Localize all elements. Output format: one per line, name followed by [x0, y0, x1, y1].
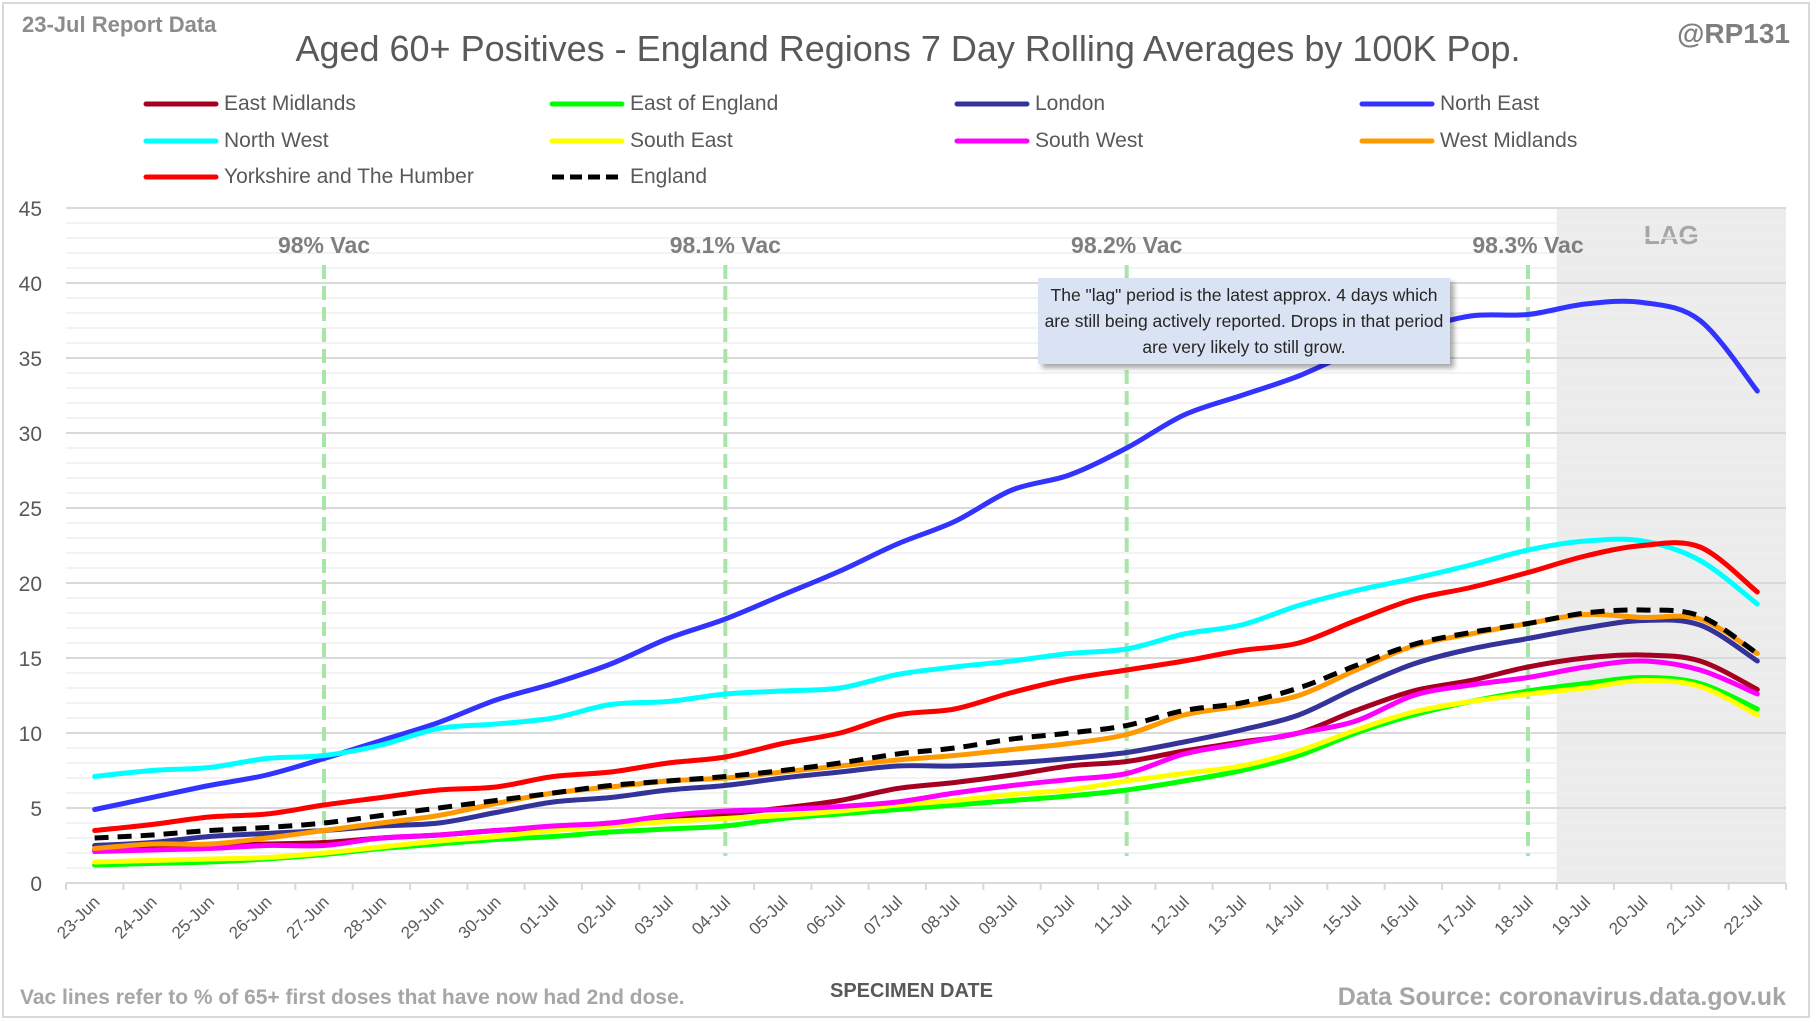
x-tick-label: 19-Jul — [1548, 892, 1594, 938]
x-tick-label: 26-Jun — [225, 892, 275, 942]
x-tick-label: 13-Jul — [1204, 892, 1250, 938]
legend-label: South West — [1035, 129, 1144, 152]
legend-label: Yorkshire and The Humber — [224, 165, 474, 188]
series-line-west-midlands — [92, 611, 1760, 851]
x-tick-label: 16-Jul — [1376, 892, 1422, 938]
y-tick-label: 35 — [19, 348, 42, 371]
legend-label: East of England — [630, 92, 779, 115]
legend-item: North East — [1358, 92, 1539, 116]
legend-label: North West — [224, 129, 329, 152]
chart-title: Aged 60+ Positives - England Regions 7 D… — [295, 28, 1521, 69]
lag-note-box: The "lag" period is the latest approx. 4… — [1038, 278, 1450, 364]
x-tick-label: 05-Jul — [745, 892, 791, 938]
x-tick-label: 18-Jul — [1491, 892, 1537, 938]
y-tick-label: 10 — [19, 723, 42, 746]
y-tick-label: 40 — [19, 273, 42, 296]
x-tick-label: 10-Jul — [1032, 892, 1078, 938]
vac-label: 98.1% Vac — [670, 232, 781, 258]
data-source: Data Source: coronavirus.data.gov.uk — [1337, 983, 1786, 1011]
series-line-north-east — [92, 298, 1760, 812]
vac-label: 98.2% Vac — [1071, 232, 1182, 258]
legend-item: North West — [142, 129, 329, 153]
x-tick-label: 17-Jul — [1433, 892, 1479, 938]
series-line-yorkshire-and-the-humber — [92, 540, 1760, 833]
x-tick-label: 01-Jul — [516, 892, 562, 938]
legend-label: London — [1035, 92, 1106, 115]
x-tick-label: 23-Jun — [53, 892, 103, 942]
legend-item: South West — [953, 129, 1143, 153]
x-tick-label: 15-Jul — [1319, 892, 1365, 938]
legend-item: England — [548, 165, 707, 189]
legend-swatch-icon — [954, 138, 1030, 144]
legend-label: East Midlands — [224, 92, 356, 115]
x-tick-label: 30-Jun — [455, 892, 505, 942]
x-tick-label: 11-Jul — [1090, 892, 1135, 937]
legend-label: England — [630, 165, 708, 188]
x-tick-label: 06-Jul — [803, 892, 849, 938]
x-tick-label: 27-Jun — [283, 892, 333, 942]
y-tick-label: 45 — [19, 198, 42, 221]
series-line-south-east — [92, 677, 1760, 865]
series-line-north-west — [92, 536, 1760, 779]
legend-item: East Midlands — [142, 92, 356, 116]
report-date: 23-Jul Report Data — [22, 12, 217, 37]
x-tick-label: 20-Jul — [1605, 892, 1651, 938]
legend-swatch-icon — [1359, 138, 1435, 144]
legend-label: South East — [630, 129, 733, 152]
legend-swatch-icon — [549, 101, 625, 107]
x-tick-label: 21-Jul — [1663, 892, 1709, 938]
x-tick-label: 14-Jul — [1261, 892, 1307, 938]
legend-swatch-icon — [954, 101, 1030, 107]
y-tick-label: 0 — [30, 873, 42, 896]
x-axis-title: SPECIMEN DATE — [830, 980, 993, 1002]
legend-swatch-icon — [143, 101, 219, 107]
y-tick-label: 15 — [19, 648, 42, 671]
legend-swatch-icon — [549, 138, 625, 144]
x-tick-label: 07-Jul — [860, 892, 906, 938]
legend-swatch-icon — [552, 174, 622, 180]
series-line-south-west — [92, 658, 1760, 854]
x-tick-label: 02-Jul — [573, 892, 619, 938]
legend-label: North East — [1440, 92, 1540, 115]
legend-item: West Midlands — [1358, 129, 1577, 153]
x-tick-label: 04-Jul — [688, 892, 734, 938]
legend-label: West Midlands — [1440, 129, 1578, 152]
x-tick-label: 29-Jun — [397, 892, 447, 942]
x-tick-label: 08-Jul — [917, 892, 963, 938]
x-tick-label: 25-Jun — [168, 892, 218, 942]
legend-swatch-icon — [143, 174, 219, 180]
y-tick-label: 20 — [19, 573, 42, 596]
x-tick-label: 24-Jun — [111, 892, 161, 942]
series-line-london — [92, 617, 1760, 848]
x-tick-label: 09-Jul — [975, 892, 1021, 938]
legend-item: Yorkshire and The Humber — [142, 165, 474, 189]
legend-swatch-icon — [1359, 101, 1435, 107]
series-line-east-of-england — [92, 675, 1760, 868]
x-tick-label: 03-Jul — [631, 892, 677, 938]
x-tick-label: 12-Jul — [1147, 892, 1193, 938]
x-tick-label: 28-Jun — [340, 892, 390, 942]
legend-swatch-icon — [143, 138, 219, 144]
y-tick-label: 25 — [19, 498, 42, 521]
legend-item: London — [953, 92, 1105, 116]
y-tick-label: 30 — [19, 423, 42, 446]
series-line-england — [94, 607, 1759, 841]
x-tick-label: 22-Jul — [1720, 892, 1766, 938]
legend-item: South East — [548, 129, 733, 153]
author-handle: @RP131 — [1677, 18, 1790, 49]
y-tick-label: 5 — [30, 798, 42, 821]
vac-footnote: Vac lines refer to % of 65+ first doses … — [20, 986, 685, 1009]
legend-item: East of England — [548, 92, 778, 116]
vac-label: 98% Vac — [278, 232, 370, 258]
vac-label: 98.3% Vac — [1472, 232, 1583, 258]
lag-label: LAG — [1644, 220, 1699, 250]
